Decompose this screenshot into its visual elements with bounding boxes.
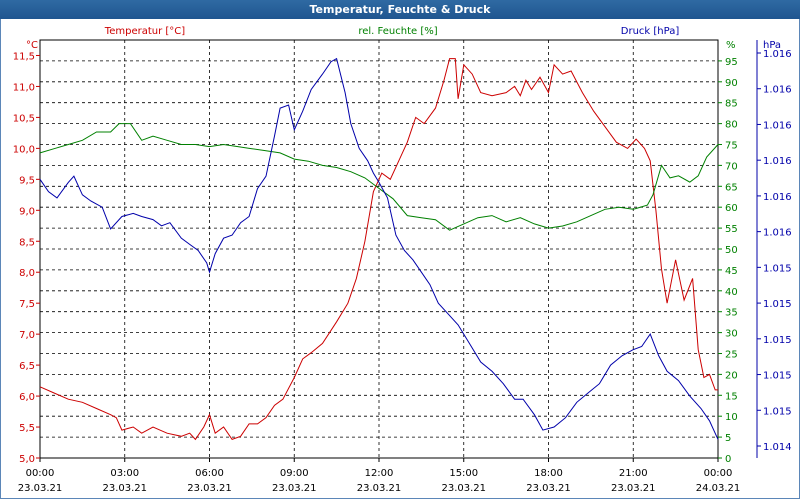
series-lines xyxy=(39,57,719,441)
humidity-tick-label: 15 xyxy=(725,391,738,402)
tick-labels: 00:00 23.03.21 03:00 23.03.21 06:00 23.03.21 0… xyxy=(13,26,792,494)
x-tick-date-label: 23.03.21 xyxy=(18,483,63,494)
humidity-tick-label: 75 xyxy=(725,141,738,152)
temperature-unit-label: °C xyxy=(26,40,38,51)
x-tick-time-label: 15:00 xyxy=(449,468,478,479)
x-tick-date-label: 23.03.21 xyxy=(357,483,402,494)
temperature-tick-label: 10,0 xyxy=(13,144,35,155)
x-tick-time-label: 12:00 xyxy=(365,468,394,479)
humidity-tick-label: 70 xyxy=(725,161,738,172)
humidity-tick-label: 60 xyxy=(725,203,738,214)
humidity-tick-label: 95 xyxy=(725,57,738,68)
humidity-tick-label: 30 xyxy=(725,329,738,340)
pressure-tick-label: 1.015 xyxy=(763,335,792,346)
temperature-tick-label: 7,0 xyxy=(19,330,35,341)
temperature-tick-label: 9,0 xyxy=(19,206,35,217)
x-tick-time-label: 06:00 xyxy=(195,468,224,479)
temperature-tick-label: 5,0 xyxy=(19,454,35,465)
humidity-legend: rel. Feuchte [%] xyxy=(358,26,437,37)
pressure-tick-label: 1.016 xyxy=(763,192,792,203)
humidity-tick-label: 85 xyxy=(725,99,738,110)
x-tick-date-label: 23.03.21 xyxy=(272,483,317,494)
temperature-legend: Temperatur [°C] xyxy=(104,26,185,37)
temperature-series-line xyxy=(39,58,718,441)
humidity-tick-label: 10 xyxy=(725,412,738,423)
x-tick-time-label: 09:00 xyxy=(280,468,309,479)
x-tick-time-label: 00:00 xyxy=(26,468,55,479)
pressure-tick-label: 1.015 xyxy=(763,263,792,274)
temperature-tick-label: 10,5 xyxy=(13,113,35,124)
humidity-tick-label: 55 xyxy=(725,224,738,235)
temperature-tick-label: 7,5 xyxy=(19,299,35,310)
temperature-tick-label: 6,5 xyxy=(19,361,35,372)
x-tick-date-label: 23.03.21 xyxy=(441,483,486,494)
humidity-tick-label: 5 xyxy=(725,433,731,444)
humidity-unit-label: % xyxy=(726,40,736,51)
humidity-series-line xyxy=(39,123,719,231)
x-tick-date-label: 23.03.21 xyxy=(611,483,656,494)
x-tick-date-label: 23.03.21 xyxy=(187,483,232,494)
x-tick-time-label: 00:00 xyxy=(704,468,733,479)
pressure-tick-label: 1.015 xyxy=(763,406,792,417)
humidity-tick-label: 45 xyxy=(725,266,738,277)
humidity-tick-label: 35 xyxy=(725,308,738,319)
temperature-tick-label: 6,0 xyxy=(19,392,35,403)
axes xyxy=(36,39,761,462)
humidity-tick-label: 40 xyxy=(725,287,738,298)
x-tick-time-label: 21:00 xyxy=(619,468,648,479)
pressure-tick-label: 1.016 xyxy=(763,85,792,96)
pressure-tick-label: 1.016 xyxy=(763,156,792,167)
humidity-tick-label: 25 xyxy=(725,350,738,361)
temperature-tick-label: 11,5 xyxy=(13,51,35,62)
grid xyxy=(40,40,718,458)
humidity-tick-label: 65 xyxy=(725,182,738,193)
temperature-tick-label: 8,0 xyxy=(19,268,35,279)
humidity-tick-label: 90 xyxy=(725,78,738,89)
humidity-tick-label: 80 xyxy=(725,120,738,131)
pressure-tick-label: 1.016 xyxy=(763,228,792,239)
humidity-tick-label: 0 xyxy=(725,454,731,465)
temperature-tick-label: 5,5 xyxy=(19,423,35,434)
humidity-tick-label: 50 xyxy=(725,245,738,256)
pressure-tick-label: 1.016 xyxy=(763,49,792,60)
x-tick-date-label: 23.03.21 xyxy=(526,483,571,494)
pressure-legend: Druck [hPa] xyxy=(621,26,680,37)
x-tick-time-label: 03:00 xyxy=(110,468,139,479)
temperature-tick-label: 9,5 xyxy=(19,175,35,186)
temperature-tick-label: 11,0 xyxy=(13,82,35,93)
temperature-tick-label: 8,5 xyxy=(19,237,35,248)
pressure-series-line xyxy=(39,57,719,440)
x-tick-time-label: 18:00 xyxy=(534,468,563,479)
window-title: Temperatur, Feuchte & Druck xyxy=(0,0,800,19)
pressure-tick-label: 1.015 xyxy=(763,371,792,382)
x-tick-date-label: 24.03.21 xyxy=(696,483,741,494)
pressure-tick-label: 1.014 xyxy=(763,442,792,453)
pressure-unit-label: hPa xyxy=(763,40,781,51)
pressure-tick-label: 1.015 xyxy=(763,299,792,310)
humidity-tick-label: 20 xyxy=(725,370,738,381)
x-tick-date-label: 23.03.21 xyxy=(102,483,147,494)
pressure-tick-label: 1.016 xyxy=(763,120,792,131)
